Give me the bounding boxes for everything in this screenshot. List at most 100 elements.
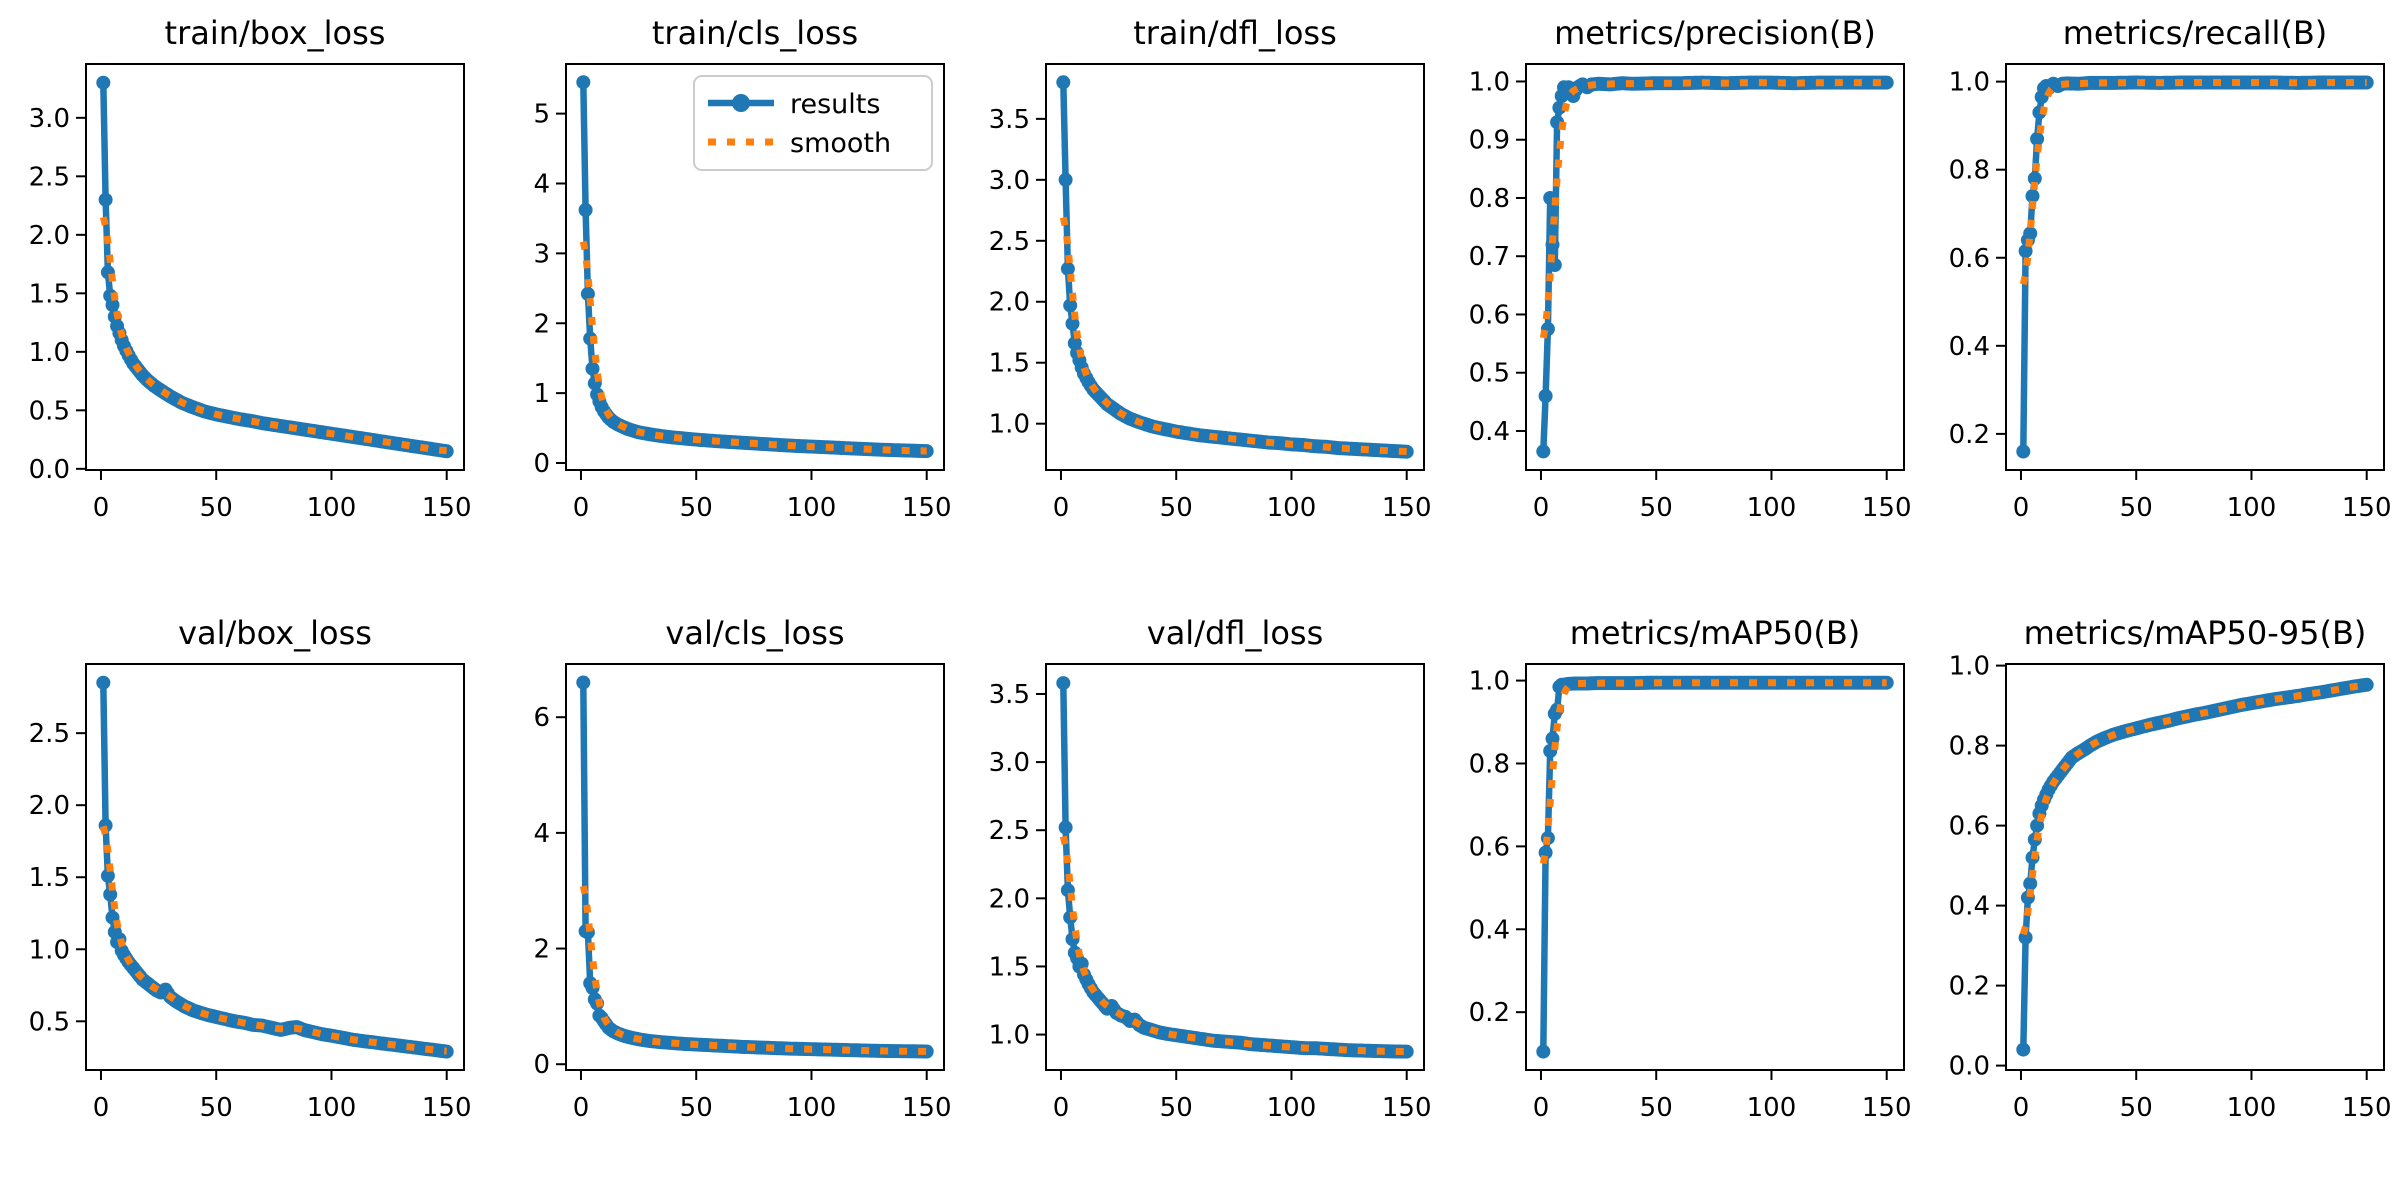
x-tick-label: 100 — [307, 1093, 357, 1123]
y-tick-label: 1.0 — [1469, 667, 1510, 697]
y-tick-label: 0.5 — [29, 1007, 70, 1037]
y-tick-label: 3 — [533, 239, 550, 269]
results-markers — [2016, 677, 2374, 1057]
y-tick-label: 0.8 — [1949, 732, 1990, 762]
x-tick-label: 50 — [200, 1093, 233, 1123]
plot-border — [2005, 63, 2385, 471]
x-tick-label: 100 — [787, 493, 837, 523]
y-tick-label: 1.0 — [1949, 68, 1990, 98]
results-line — [100, 82, 448, 455]
x-tick-label: 150 — [1862, 493, 1912, 523]
x-tick-label: 0 — [1533, 493, 1550, 523]
plot-border — [1525, 63, 1905, 471]
results-line — [1540, 679, 1888, 1052]
subplot-title: metrics/precision(B) — [1554, 14, 1876, 52]
results-markers — [1536, 675, 1894, 1059]
y-tick-label: 2 — [533, 309, 550, 339]
x-tick-label: 150 — [1382, 493, 1432, 523]
subplot-metrics-map50-95-b: metrics/mAP50-95(B) 0.0 0.2 0.4 0.6 0.8 1.0 0 50… — [1949, 614, 2392, 1123]
subplot-val-box-loss: val/box_loss 0.5 1.0 1.5 2.0 2.5 0 50 100 150 — [29, 614, 472, 1123]
y-tick-label: 0 — [533, 1050, 550, 1080]
y-tick-label: 2.0 — [29, 221, 70, 251]
y-tick-label: 3.0 — [29, 104, 70, 134]
y-tick-label: 1.0 — [29, 935, 70, 965]
x-tick-label: 0 — [93, 1093, 110, 1123]
legend: results smooth — [693, 75, 933, 171]
y-tick-label: 1.5 — [989, 349, 1030, 379]
y-tick-label: 0.2 — [1949, 420, 1990, 450]
y-tick-label: 2.0 — [29, 791, 70, 821]
plot-border — [565, 63, 945, 471]
subplot-train-box-loss: train/box_loss 0.0 0.5 1.0 1.5 2.0 2.5 3.0 0 50 10… — [29, 14, 472, 523]
y-tick-label: 5 — [533, 100, 550, 130]
smooth-line — [99, 216, 447, 455]
results-line — [1540, 79, 1888, 452]
x-tick-label: 0 — [573, 1093, 590, 1123]
plot-border — [1045, 663, 1425, 1071]
x-tick-label: 50 — [680, 493, 713, 523]
smooth-line — [99, 825, 447, 1055]
smooth-line — [1059, 835, 1407, 1056]
plot-border — [565, 663, 945, 1071]
y-tick-label: 0 — [533, 449, 550, 479]
x-tick-label: 50 — [1640, 493, 1673, 523]
x-tick-label: 100 — [2227, 1093, 2277, 1123]
y-tick-label: 0.0 — [1949, 1052, 1990, 1082]
x-tick-label: 150 — [422, 1093, 472, 1123]
legend-label-results: results — [790, 89, 880, 120]
x-tick-label: 150 — [1382, 1093, 1432, 1123]
x-tick-label: 100 — [787, 1093, 837, 1123]
subplot-title: val/cls_loss — [665, 614, 844, 652]
y-tick-label: 3.5 — [989, 105, 1030, 135]
y-tick-label: 2.5 — [989, 227, 1030, 257]
smooth-line — [1059, 216, 1407, 455]
y-tick-label: 4 — [533, 169, 550, 199]
y-tick-label: 0.6 — [1949, 812, 1990, 842]
x-tick-label: 50 — [200, 493, 233, 523]
results-line — [2020, 79, 2368, 452]
results-markers — [1536, 75, 1894, 459]
x-tick-label: 0 — [1053, 493, 1070, 523]
x-tick-label: 0 — [2013, 493, 2030, 523]
y-tick-label: 0.4 — [1949, 892, 1990, 922]
x-tick-label: 150 — [2342, 1093, 2392, 1123]
smooth-line — [579, 885, 927, 1055]
x-tick-label: 100 — [307, 493, 357, 523]
subplot-title: metrics/mAP50-95(B) — [2024, 614, 2367, 652]
smooth-line — [579, 240, 927, 455]
results-markers — [96, 75, 454, 459]
results-markers — [576, 675, 934, 1059]
y-tick-label: 0.4 — [1949, 332, 1990, 362]
results-markers — [96, 675, 454, 1059]
x-tick-label: 0 — [1533, 1093, 1550, 1123]
subplot-metrics-map50-b: metrics/mAP50(B) 0.2 0.4 0.6 0.8 1.0 0 50 100 150 — [1469, 614, 1912, 1123]
subplot-val-dfl-loss: val/dfl_loss 1.0 1.5 2.0 2.5 3.0 3.5 0 50 100 150 — [989, 614, 1432, 1123]
subplot-metrics-recall-b: metrics/recall(B) 0.2 0.4 0.6 0.8 1.0 0 50 100 15… — [1949, 14, 2392, 523]
y-tick-label: 1.0 — [989, 410, 1030, 440]
subplot-title: train/dfl_loss — [1133, 14, 1337, 52]
x-tick-label: 100 — [1267, 1093, 1317, 1123]
y-tick-label: 1.5 — [29, 863, 70, 893]
y-tick-label: 0.2 — [1469, 998, 1510, 1028]
x-tick-label: 50 — [1160, 493, 1193, 523]
plot-border — [85, 663, 465, 1071]
subplot-title: val/dfl_loss — [1147, 614, 1324, 652]
plot-border — [2005, 663, 2385, 1071]
y-tick-label: 0.6 — [1469, 300, 1510, 330]
results-line — [1060, 683, 1408, 1055]
smooth-line — [2019, 79, 2367, 286]
subplot-train-dfl-loss: train/dfl_loss 1.0 1.5 2.0 2.5 3.0 3.5 0 50 100 15… — [989, 14, 1432, 523]
x-tick-label: 0 — [2013, 1093, 2030, 1123]
y-tick-label: 3.0 — [989, 166, 1030, 196]
x-tick-label: 0 — [93, 493, 110, 523]
y-tick-label: 2.0 — [989, 884, 1030, 914]
y-tick-label: 0.0 — [29, 455, 70, 485]
subplot-title: metrics/mAP50(B) — [1570, 614, 1861, 652]
y-tick-label: 2.5 — [989, 816, 1030, 846]
smooth-line — [1539, 679, 1887, 865]
plot-border — [1045, 63, 1425, 471]
x-tick-label: 50 — [680, 1093, 713, 1123]
y-tick-label: 1.0 — [29, 338, 70, 368]
